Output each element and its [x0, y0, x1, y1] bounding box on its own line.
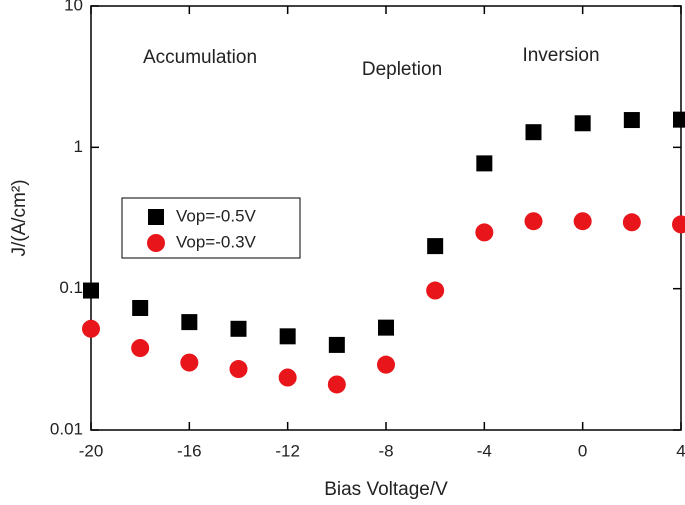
data-point [377, 355, 395, 374]
data-point [131, 339, 150, 358]
x-tick-label: -20 [79, 441, 104, 460]
data-point [524, 212, 543, 231]
y-tick-label: 10 [64, 0, 83, 14]
data-point [327, 375, 346, 394]
y-tick-label: 0.01 [50, 419, 83, 438]
data-point [82, 319, 100, 338]
y-tick-label: 1 [74, 137, 83, 156]
legend-label: Vop=-0.5V [176, 206, 257, 225]
x-tick-label: -16 [177, 441, 202, 460]
data-point [672, 215, 685, 234]
annotation: Accumulation [143, 47, 257, 68]
x-tick-label: 4 [676, 441, 685, 460]
x-tick-label: -8 [378, 441, 393, 460]
y-axis-label: J/(A/cm²) [9, 179, 30, 256]
data-point [573, 212, 592, 231]
data-point [230, 320, 247, 337]
data-point [426, 281, 445, 300]
x-tick-label: -12 [275, 441, 300, 460]
x-tick-label: -4 [477, 441, 492, 460]
data-point [673, 111, 685, 128]
data-point [623, 112, 640, 129]
data-point [475, 223, 494, 242]
data-point [83, 282, 99, 299]
data-point [427, 238, 444, 255]
annotation: Inversion [522, 45, 599, 66]
x-tick-label: 0 [578, 441, 587, 460]
data-point [622, 213, 641, 232]
data-point [525, 124, 542, 141]
data-point [181, 314, 198, 331]
data-point [180, 353, 199, 372]
data-point [476, 155, 493, 172]
legend-marker [148, 209, 164, 225]
x-axis-label: Bias Voltage/V [324, 479, 448, 500]
data-point [132, 299, 149, 316]
annotation: Depletion [362, 59, 442, 80]
data-point [574, 115, 591, 132]
data-point [229, 360, 248, 379]
data-point [328, 336, 345, 353]
data-point [378, 319, 394, 336]
data-point [278, 368, 297, 387]
legend-label: Vop=-0.3V [176, 232, 257, 251]
data-point [279, 328, 296, 345]
y-tick-label: 0.1 [59, 278, 83, 297]
legend-marker [147, 234, 165, 252]
